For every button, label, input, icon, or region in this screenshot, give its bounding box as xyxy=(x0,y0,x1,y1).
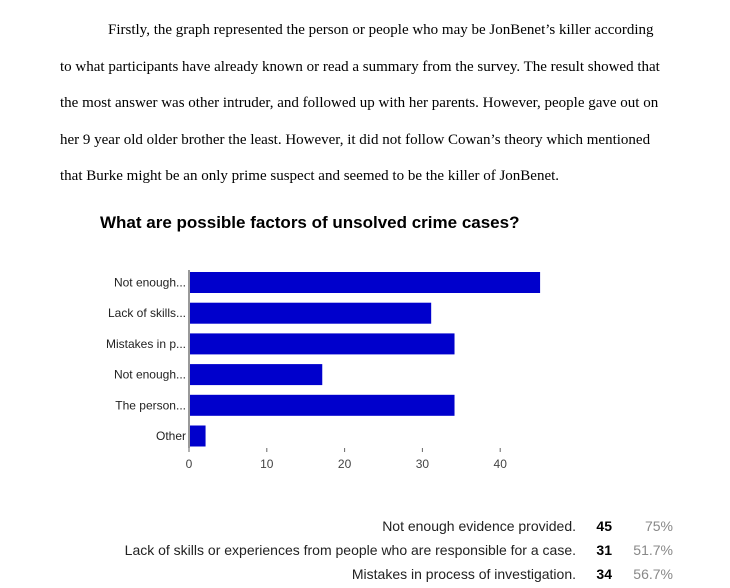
bar xyxy=(190,425,206,447)
x-tick-label: 30 xyxy=(416,457,430,471)
paragraph-line: Firstly, the graph represented the perso… xyxy=(108,22,654,38)
summary-row: Lack of skills or experiences from peopl… xyxy=(0,540,730,564)
summary-label: Not enough evidence provided. xyxy=(382,518,576,534)
category-label: Not enough... xyxy=(114,276,186,290)
bar xyxy=(190,302,432,324)
summary-count: 45 xyxy=(596,518,612,534)
bar xyxy=(190,364,323,386)
category-label: Other xyxy=(156,429,186,443)
summary-row: Not enough evidence provided. 45 75% xyxy=(0,516,730,540)
response-summary: Not enough evidence provided. 45 75% Lac… xyxy=(0,516,730,588)
x-tick-label: 0 xyxy=(186,457,193,471)
summary-percent: 75% xyxy=(644,518,673,534)
paragraph-line: her 9 year old older brother the least. … xyxy=(60,131,651,148)
summary-count: 34 xyxy=(596,566,612,582)
x-tick-label: 40 xyxy=(494,457,508,471)
category-label: Mistakes in p... xyxy=(106,337,186,351)
chart-title: What are possible factors of unsolved cr… xyxy=(100,213,520,232)
summary-percent: 56.7% xyxy=(633,566,673,582)
bar xyxy=(190,333,455,355)
paragraph-line: to what participants have already known … xyxy=(60,58,660,75)
category-label: Not enough... xyxy=(114,368,186,382)
paragraph-line: the most answer was other intruder, and … xyxy=(60,95,659,111)
category-label: Lack of skills... xyxy=(108,306,186,320)
bar-chart: Not enough... Lack of skills... Mistakes i… xyxy=(106,270,541,471)
paragraph-line: that Burke might be an only prime suspec… xyxy=(60,168,560,184)
summary-label: Lack of skills or experiences from peopl… xyxy=(124,542,576,558)
category-label: The person... xyxy=(115,398,186,412)
x-tick-label: 10 xyxy=(260,457,274,471)
summary-count: 31 xyxy=(596,542,612,558)
bar xyxy=(190,272,541,293)
body-paragraph: Firstly, the graph represented the perso… xyxy=(60,12,708,195)
summary-percent: 51.7% xyxy=(633,542,673,558)
x-tick-label: 20 xyxy=(338,457,352,471)
bar xyxy=(190,394,455,416)
summary-label: Mistakes in process of investigation. xyxy=(351,566,576,582)
summary-row: Mistakes in process of investigation. 34… xyxy=(0,564,730,588)
